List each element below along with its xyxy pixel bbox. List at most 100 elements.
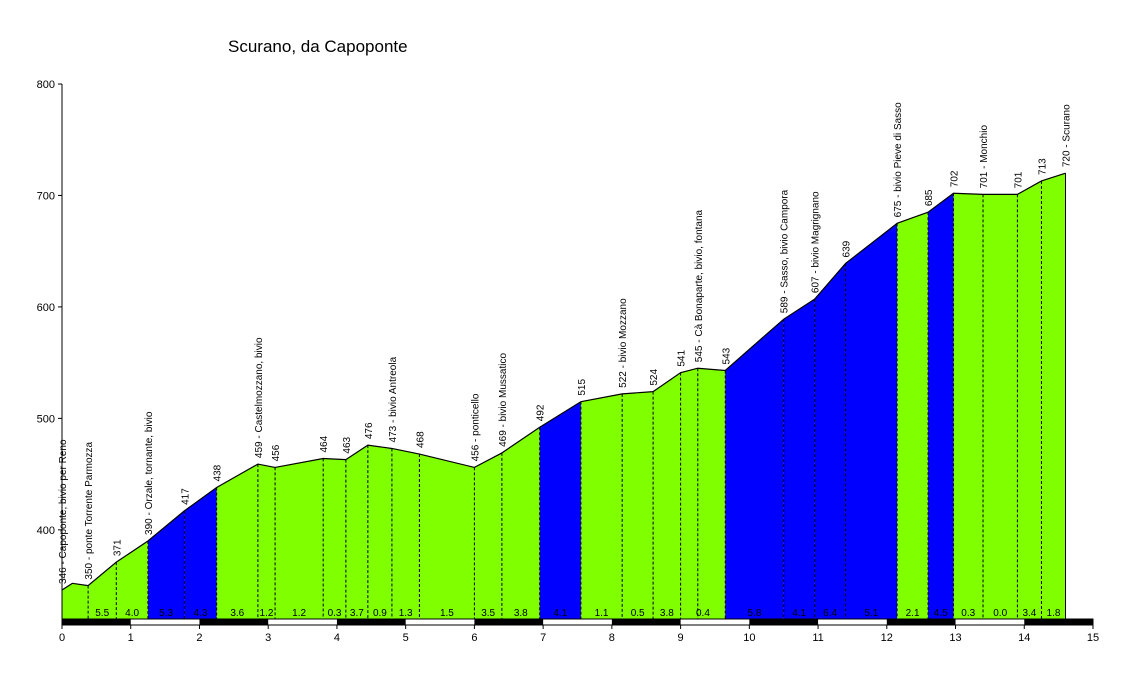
x-tick-label-0: 0: [59, 632, 65, 644]
grade-label-16: 1.1: [595, 608, 609, 619]
grade-label-14: 3.8: [514, 608, 528, 619]
segment-area-11: [391, 448, 420, 619]
segment-area-18: [653, 372, 681, 619]
x-tick-label-9: 9: [678, 632, 684, 644]
grade-label-20: 5.8: [748, 608, 762, 619]
segment-area-7: [275, 458, 324, 619]
annotation-10: 476: [364, 422, 375, 439]
x-tick-label-5: 5: [403, 632, 409, 644]
annotation-18: 524: [649, 369, 660, 386]
segment-area-10: [367, 445, 392, 619]
distance-bar-block-8: [611, 619, 681, 625]
annotation-4: 417: [180, 488, 191, 505]
segment-area-29: [1041, 173, 1066, 619]
segment-area-20: [725, 319, 784, 619]
segment-area-21: [783, 299, 815, 619]
grade-label-12: 1.5: [440, 608, 454, 619]
grade-label-25: 4.5: [934, 608, 948, 619]
y-tick-label-4: 800: [37, 79, 55, 91]
grade-label-5: 3.6: [230, 608, 244, 619]
segment-area-5: [216, 464, 258, 619]
grade-label-28: 3.4: [1022, 608, 1036, 619]
annotation-28: 701 - Monchio: [979, 125, 990, 189]
annotation-19: 541: [677, 350, 688, 367]
annotation-3: 390 - Orzale, tornante, bivio: [144, 411, 155, 535]
grade-labels: 5.5 4.0 5.3 4.3 3.6 1.2 1.2 0.3 3.7 0.9 1.3 1.5 3.5 3…: [95, 608, 1061, 619]
annotation-23: 607 - bivio Magrignano: [811, 191, 822, 293]
grade-label-27: 0.0: [993, 608, 1007, 619]
annotation-29: 701: [1013, 171, 1024, 188]
distance-bar-block-4: [336, 619, 406, 625]
annotation-1: 350 - ponte Torrente Parmozza: [84, 441, 95, 579]
distance-bar-block-14: [1024, 619, 1093, 625]
grade-label-18: 3.8: [660, 608, 674, 619]
annotation-6: 459 - Castelmozzano, bivio: [254, 337, 265, 458]
segment-area-23: [845, 223, 898, 619]
x-tick-label-7: 7: [540, 632, 546, 644]
grade-label-1: 5.5: [95, 608, 109, 619]
waypoint-annotations: 346 - Capoponte, bivio per Reno 350 - pon…: [58, 102, 1073, 584]
annotation-11: 473 - bivio Antreola: [388, 356, 399, 442]
annotation-7: 456: [271, 444, 282, 461]
annotation-13: 456 - ponticello: [470, 393, 481, 461]
grade-label-8: 0.3: [328, 608, 342, 619]
segment-area-4: [184, 487, 217, 619]
x-tick-label-10: 10: [743, 632, 755, 644]
grade-label-3: 5.3: [159, 608, 173, 619]
segment-area-16: [580, 393, 623, 619]
segment-area-19: [680, 368, 726, 619]
annotation-0: 346 - Capoponte, bivio per Reno: [58, 439, 69, 584]
x-tick-label-1: 1: [128, 632, 134, 644]
segment-area-1: [88, 562, 117, 619]
x-tick-label-12: 12: [881, 632, 893, 644]
grade-label-10: 0.9: [373, 608, 387, 619]
grade-label-2: 4.0: [125, 608, 139, 619]
annotation-22: 589 - Sasso, bivio Campora: [780, 189, 791, 313]
segment-area-12: [419, 454, 475, 619]
segment-area-15: [539, 401, 581, 619]
grade-label-7: 1.2: [292, 608, 306, 619]
annotation-31: 720 - Scurano: [1062, 104, 1073, 167]
x-tick-label-11: 11: [812, 632, 823, 644]
segment-area-3: [147, 510, 185, 619]
annotation-30: 713: [1037, 158, 1048, 175]
segment-area-2: [116, 540, 148, 619]
annotation-20: 545 - Cà Bonaparte, bivio, fontana: [694, 209, 705, 362]
grade-label-19: 0.4: [696, 608, 710, 619]
grade-label-4: 4.3: [194, 608, 208, 619]
grade-label-23: 5.1: [864, 608, 878, 619]
segment-area-28: [1017, 180, 1042, 619]
annotation-5: 438: [213, 464, 224, 481]
segment-area-26: [953, 193, 984, 619]
distance-bar-block-0: [62, 619, 131, 625]
x-tick-label-4: 4: [334, 632, 340, 644]
segment-area-17: [622, 391, 654, 619]
x-tick-label-13: 13: [949, 632, 961, 644]
annotation-8: 464: [319, 435, 330, 452]
grade-label-17: 0.5: [631, 608, 645, 619]
x-tick-label-14: 14: [1018, 632, 1030, 644]
annotation-16: 515: [577, 379, 588, 396]
x-tick-label-2: 2: [196, 632, 202, 644]
grade-label-26: 0.3: [961, 608, 975, 619]
grade-label-29: 1.8: [1047, 608, 1061, 619]
chart-title: Scurano, da Capoponte: [228, 37, 408, 56]
segment-area-8: [323, 458, 346, 619]
segment-area-25: [928, 193, 954, 619]
grade-label-11: 1.3: [399, 608, 413, 619]
annotation-25: 675 - bivio Pieve di Sasso: [893, 102, 904, 218]
segment-area-14: [501, 427, 540, 619]
x-tick-label-3: 3: [265, 632, 271, 644]
grade-label-21: 4.1: [792, 608, 806, 619]
x-tick-label-8: 8: [609, 632, 615, 644]
profile-areas: [61, 172, 1066, 620]
x-tick-label-15: 15: [1087, 632, 1099, 644]
annotation-12: 468: [415, 431, 426, 448]
distance-bar-block-2: [199, 619, 269, 625]
annotation-26: 685: [924, 189, 935, 206]
segment-area-9: [345, 445, 368, 619]
distance-bar-block-12: [886, 619, 956, 625]
grade-label-13: 3.5: [481, 608, 495, 619]
